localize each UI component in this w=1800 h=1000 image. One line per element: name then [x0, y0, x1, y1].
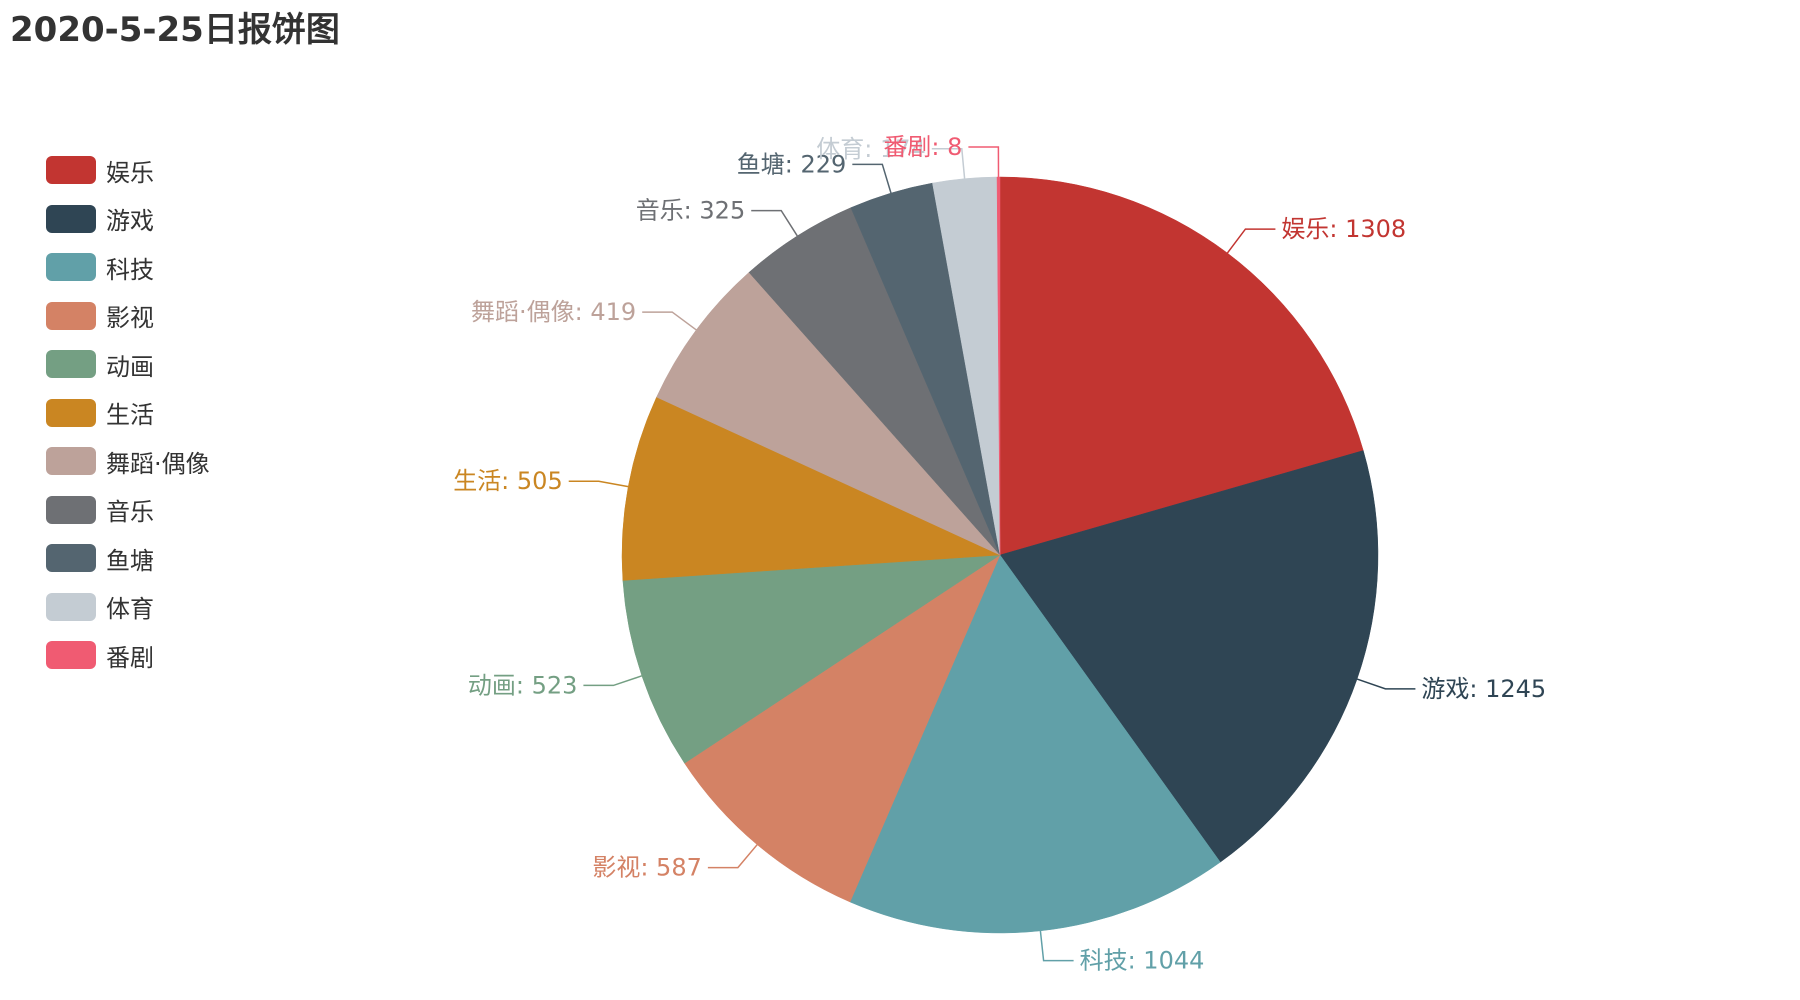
legend-item[interactable]: 舞蹈·偶像 — [46, 446, 210, 478]
slice-label: 游戏: 1245 — [1421, 675, 1546, 703]
slice-label: 番剧: 8 — [883, 133, 962, 161]
legend-item[interactable]: 生活 — [46, 398, 154, 429]
leader-line — [1356, 678, 1416, 690]
legend-swatch — [46, 204, 96, 233]
pie-slice[interactable] — [999, 176, 1364, 556]
leader-line — [968, 146, 1000, 178]
legend-item[interactable]: 音乐 — [46, 495, 154, 526]
legend-label: 动画 — [106, 352, 154, 381]
pie-slice[interactable] — [622, 554, 1001, 764]
legend-swatch — [46, 253, 96, 281]
legend-label: 生活 — [106, 401, 154, 429]
legend-item[interactable]: 番剧 — [46, 640, 154, 672]
chart-title: 2020-5-25日报饼图 — [10, 10, 340, 50]
legend-label: 体育 — [106, 595, 154, 623]
legend-item[interactable]: 影视 — [46, 301, 154, 332]
pie-slice[interactable] — [999, 450, 1379, 863]
slice-label: 影视: 587 — [592, 854, 702, 882]
legend-swatch — [46, 592, 96, 621]
legend-label: 影视 — [106, 304, 154, 332]
slice-labels: 娱乐: 1308 游戏: 1245 科技: 1044 影视: 587 动画: 523 生活… — [453, 133, 1546, 975]
slice-label: 鱼塘: 229 — [737, 150, 847, 178]
pie-slice[interactable] — [621, 396, 1001, 581]
leader-line — [583, 675, 643, 687]
leader-line — [1039, 930, 1074, 962]
slice-label: 生活: 505 — [453, 467, 563, 495]
legend-item[interactable]: 动画 — [46, 349, 154, 381]
legend-swatch — [46, 495, 96, 524]
leader-line — [568, 480, 629, 488]
legend-label: 舞蹈·偶像 — [106, 449, 210, 478]
slice-label: 娱乐: 1308 — [1281, 215, 1406, 243]
legend-item[interactable]: 鱼塘 — [46, 543, 154, 575]
legend-item[interactable]: 娱乐 — [46, 155, 154, 187]
slice-label: 科技: 1044 — [1080, 947, 1205, 975]
legend-swatch — [46, 447, 96, 475]
legend-label: 番剧 — [106, 643, 154, 672]
leader-line — [707, 844, 758, 869]
pie-slice[interactable] — [849, 554, 1221, 934]
leader-line — [852, 163, 892, 194]
leader-line — [642, 311, 697, 331]
legend-swatch — [46, 641, 96, 669]
legend-swatch — [46, 398, 96, 427]
legend-swatch — [46, 156, 96, 184]
legend-label: 科技 — [106, 255, 154, 284]
legend-label: 音乐 — [106, 498, 154, 526]
legend-item[interactable]: 体育 — [46, 592, 154, 623]
pie-slice[interactable] — [656, 272, 1001, 556]
legend-label: 娱乐 — [106, 158, 154, 187]
legend-item[interactable]: 科技 — [46, 252, 154, 284]
legend-label: 游戏 — [106, 207, 154, 235]
legend-label: 鱼塘 — [106, 546, 154, 575]
pie-slice[interactable] — [996, 176, 1001, 556]
slice-label: 音乐: 325 — [636, 197, 746, 225]
legend-item[interactable]: 游戏 — [46, 204, 154, 235]
slice-label: 舞蹈·偶像: 419 — [471, 298, 636, 326]
slice-label: 动画: 523 — [468, 671, 578, 699]
legend-swatch — [46, 301, 96, 330]
label-leader-lines — [568, 146, 1416, 962]
legend-swatch — [46, 350, 96, 378]
legend-swatch — [46, 544, 96, 572]
leader-line — [1226, 228, 1276, 254]
leader-line — [751, 209, 798, 237]
leader-line — [931, 148, 966, 179]
slice-label: 体育: 174 — [816, 135, 926, 163]
pie-slices — [621, 176, 1379, 934]
